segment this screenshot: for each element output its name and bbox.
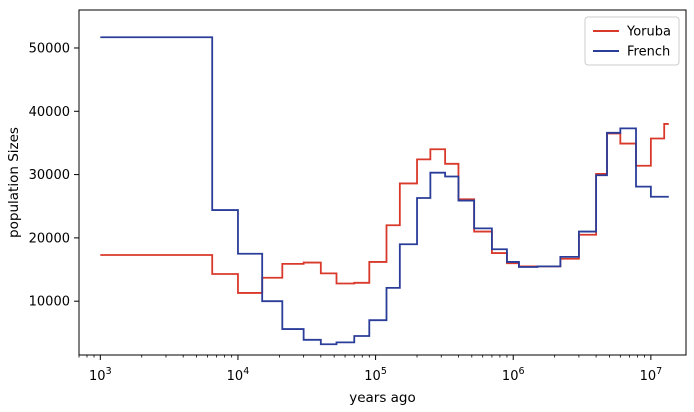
y-tick-label: 20000 [29, 231, 70, 246]
legend: Yoruba French [584, 16, 680, 66]
series-line-french [100, 36, 669, 346]
x-tick-label: 106 [502, 366, 525, 384]
legend-box [584, 16, 680, 66]
legend-label-french: French [627, 45, 670, 60]
x-tick-label: 105 [364, 366, 387, 384]
series-lines [100, 36, 669, 346]
y-tick-label: 30000 [29, 168, 70, 183]
legend-label-yoruba: Yoruba [626, 25, 671, 40]
x-tick-label: 107 [640, 366, 663, 384]
axes: 103 104 105 106 107 10000 20000 30000 40000 50000 [29, 41, 663, 384]
plot-frame [78, 9, 687, 356]
series-line-yoruba [100, 123, 669, 294]
y-tick-label: 40000 [29, 105, 70, 120]
y-tick-label: 50000 [29, 41, 70, 56]
x-axis-title: years ago [349, 390, 416, 406]
x-tick-label: 103 [89, 366, 112, 384]
y-axis-title: population Sizes [6, 127, 22, 238]
y-tick-label: 10000 [29, 295, 70, 310]
x-tick-label: 104 [227, 366, 250, 384]
